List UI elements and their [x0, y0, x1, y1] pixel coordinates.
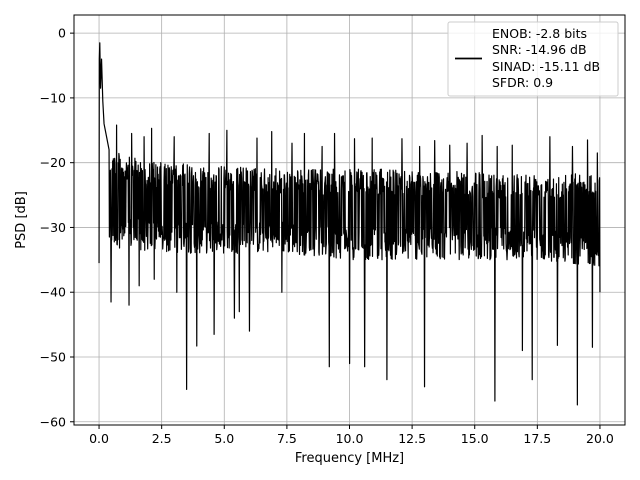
x-axis-label: Frequency [MHz] — [295, 451, 404, 466]
legend-line-enob: ENOB: -2.8 bits — [492, 26, 587, 41]
x-tick-label: 5.0 — [214, 431, 234, 446]
legend-line-sfdr: SFDR: 0.9 — [492, 75, 553, 90]
y-tick-label: −50 — [40, 349, 66, 364]
psd-line — [98, 42, 601, 406]
y-axis-ticks: 0 −10 −20 −30 −40 −50 −60 — [40, 26, 74, 429]
y-tick-label: −30 — [40, 220, 66, 235]
x-tick-label: 2.5 — [152, 431, 172, 446]
legend-line-sinad: SINAD: -15.11 dB — [492, 59, 600, 74]
y-tick-label: 0 — [58, 26, 66, 41]
x-tick-label: 17.5 — [523, 431, 551, 446]
x-tick-label: 10.0 — [336, 431, 364, 446]
y-tick-label: −60 — [40, 414, 66, 429]
x-tick-label: 15.0 — [461, 431, 489, 446]
legend-box — [447, 21, 619, 97]
x-tick-label: 0.0 — [89, 431, 109, 446]
legend-line-snr: SNR: -14.96 dB — [492, 42, 587, 57]
x-tick-label: 12.5 — [398, 431, 426, 446]
y-tick-label: −10 — [40, 90, 66, 105]
data-layer — [98, 42, 601, 406]
x-tick-label: 7.5 — [277, 431, 297, 446]
legend: ENOB: -2.8 bits SNR: -14.96 dB SINAD: -1… — [447, 21, 619, 97]
y-tick-label: −20 — [40, 155, 66, 170]
x-tick-label: 20.0 — [586, 431, 614, 446]
y-axis-label: PSD [dB] — [14, 191, 29, 249]
x-axis-ticks: 0.0 2.5 5.0 7.5 10.0 12.5 15.0 17.5 20.0 — [89, 425, 614, 446]
y-tick-label: −40 — [40, 285, 66, 300]
